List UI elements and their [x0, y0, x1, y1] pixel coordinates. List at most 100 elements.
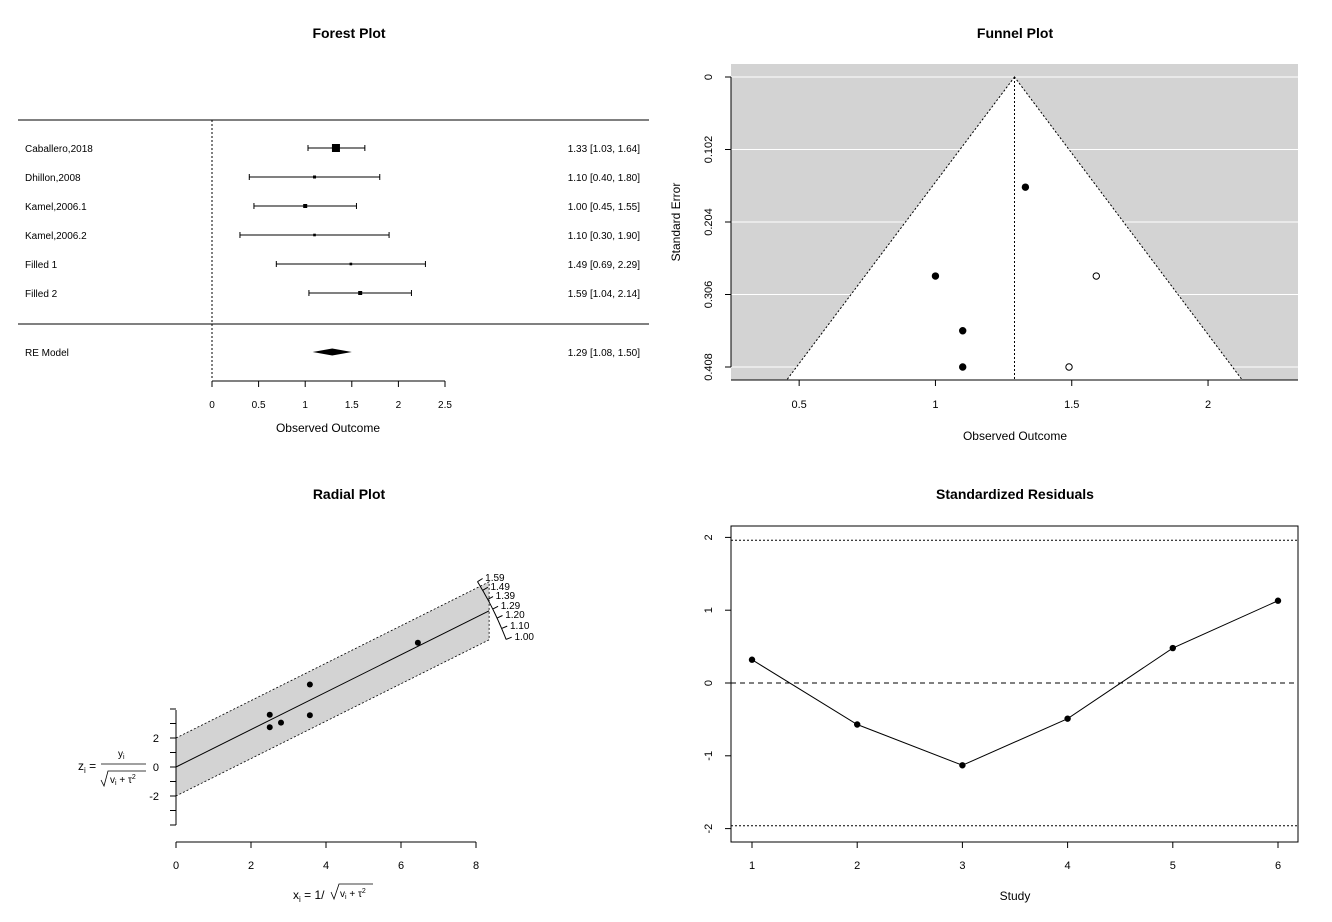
residuals-point: [854, 721, 861, 728]
svg-text:vi + τ2: vi + τ2: [110, 774, 136, 787]
radial-plot-title: Radial Plot: [313, 486, 386, 502]
funnel-y-tick-label: 0.306: [703, 281, 715, 309]
residuals-plot: Standardized Residuals 1 2 3 4 5 6 2 1 0 -1 -2 Stu…: [703, 486, 1299, 903]
residuals-point: [1064, 715, 1071, 722]
forest-x-tick-label: 0.5: [252, 400, 266, 411]
funnel-filled-point: [1065, 363, 1073, 371]
residuals-y-tick-label: 1: [703, 607, 715, 613]
radial-arc-scale: [477, 581, 507, 640]
funnel-x-label: Observed Outcome: [963, 429, 1067, 443]
forest-x-tick-label: 2.5: [438, 400, 452, 411]
residuals-y-tick-label: 2: [703, 534, 715, 540]
residuals-x-tick-label: 3: [959, 860, 965, 872]
funnel-y-tick-label: 0: [703, 74, 715, 80]
radial-arc-label: 1.29: [501, 601, 521, 612]
forest-study-label: Kamel,2006.1: [25, 202, 87, 213]
forest-point-box: [313, 175, 317, 179]
funnel-study-point: [959, 327, 967, 335]
radial-x-tick-label: 2: [248, 860, 254, 872]
radial-plot: Radial Plot 1.591.491.391.291.201.101.00…: [78, 486, 534, 904]
residuals-x-tick-label: 1: [749, 860, 755, 872]
forest-point-box: [331, 144, 340, 152]
forest-estimate-text: 1.59 [1.04, 2.14]: [568, 289, 641, 300]
forest-study-label: Caballero,2018: [25, 144, 93, 155]
residuals-x-tick-label: 5: [1170, 860, 1176, 872]
forest-study-label: Filled 2: [25, 289, 58, 300]
radial-y-tick-label: 0: [153, 762, 159, 774]
funnel-y-tick-label: 0.408: [703, 353, 715, 381]
radial-arc-label: 1.39: [496, 591, 516, 602]
radial-arc-label: 1.59: [485, 573, 505, 584]
radial-study-point: [306, 681, 313, 688]
radial-arc-label: 1.10: [510, 621, 530, 632]
residuals-x-tick-label: 6: [1275, 860, 1281, 872]
forest-study-label: Kamel,2006.2: [25, 231, 87, 242]
forest-plot-title: Forest Plot: [312, 25, 385, 41]
radial-y-tick-label: -2: [149, 791, 159, 803]
funnel-filled-point: [1092, 272, 1100, 280]
forest-study-row: Filled 1 1.49 [0.69, 2.29]: [25, 260, 640, 271]
funnel-y-tick-label: 0.204: [703, 208, 715, 236]
forest-point-box: [303, 204, 308, 208]
residuals-point: [959, 762, 966, 769]
forest-study-row: Dhillon,2008 1.10 [0.40, 1.80]: [25, 173, 640, 184]
funnel-plot-title: Funnel Plot: [977, 25, 1054, 41]
residuals-x-tick-label: 4: [1065, 860, 1071, 872]
forest-point-box: [313, 233, 316, 237]
svg-text:vi + τ2: vi + τ2: [340, 888, 366, 901]
residuals-y-tick-label: 0: [703, 680, 715, 686]
radial-fit-line: [175, 610, 490, 768]
radial-study-point: [414, 639, 421, 646]
forest-point-box: [349, 262, 353, 266]
residuals-y-tick-label: -2: [703, 824, 715, 834]
funnel-x-tick-label: 2: [1205, 399, 1211, 411]
residuals-point: [1274, 597, 1282, 604]
radial-study-point: [266, 711, 273, 718]
funnel-x-tick-label: 1: [932, 399, 938, 411]
radial-arc-tick: [501, 625, 508, 629]
radial-arc-label: 1.49: [490, 582, 510, 593]
funnel-x-tick-label: 1.5: [1064, 399, 1079, 411]
radial-x-tick-label: 4: [323, 860, 329, 872]
funnel-study-point: [931, 272, 940, 280]
radial-x-tick-label: 8: [473, 860, 479, 872]
forest-summary-label: RE Model: [25, 348, 69, 359]
radial-arc-tick: [505, 636, 512, 640]
radial-arc-tick: [492, 605, 499, 610]
forest-study-label: Filled 1: [25, 260, 58, 271]
svg-text:xi = 1/: xi = 1/: [293, 888, 325, 904]
radial-x-tick-label: 6: [398, 860, 404, 872]
funnel-study-point: [959, 363, 967, 371]
forest-study-row: Caballero,2018 1.33 [1.03, 1.64]: [25, 144, 640, 155]
forest-study-row: Filled 2 1.59 [1.04, 2.14]: [25, 289, 640, 300]
radial-study-point: [266, 724, 273, 731]
residuals-frame: [730, 525, 1299, 843]
residuals-x-tick-label: 2: [854, 860, 860, 872]
radial-arc-tick: [477, 578, 483, 583]
radial-arc-label: 1.20: [505, 610, 525, 621]
funnel-y-label: Standard Error: [669, 183, 683, 262]
forest-x-tick-label: 0: [209, 400, 215, 411]
funnel-x-tick-label: 0.5: [792, 399, 807, 411]
forest-estimate-text: 1.10 [0.30, 1.90]: [568, 231, 641, 242]
forest-study-row: Kamel,2006.1 1.00 [0.45, 1.55]: [25, 202, 640, 213]
forest-summary-row: RE Model 1.29 [1.08, 1.50]: [25, 348, 640, 359]
residuals-point: [1169, 644, 1177, 652]
forest-summary-text: 1.29 [1.08, 1.50]: [568, 348, 641, 359]
residuals-y-tick-label: -1: [703, 751, 715, 761]
svg-text:zi =: zi =: [78, 759, 96, 775]
forest-plot: Forest Plot Caballero,2018 1.33 [1.03, 1.…: [18, 25, 649, 435]
radial-y-label: zi = yi vi + τ2: [78, 749, 146, 788]
residuals-x-label: Study: [1000, 889, 1031, 903]
radial-y-tick-label: 2: [153, 733, 159, 745]
forest-x-tick-label: 1: [302, 400, 308, 411]
forest-estimate-text: 1.10 [0.40, 1.80]: [568, 173, 641, 184]
residuals-plot-title: Standardized Residuals: [936, 486, 1094, 502]
funnel-plot: Funnel Plot 0 0.102 0.204 0.306 0.408 0.5 1 1.5…: [669, 25, 1298, 443]
funnel-region: [785, 76, 1244, 381]
residuals-point: [748, 656, 756, 663]
forest-point-box: [358, 291, 363, 295]
forest-estimate-text: 1.00 [0.45, 1.55]: [568, 202, 641, 213]
